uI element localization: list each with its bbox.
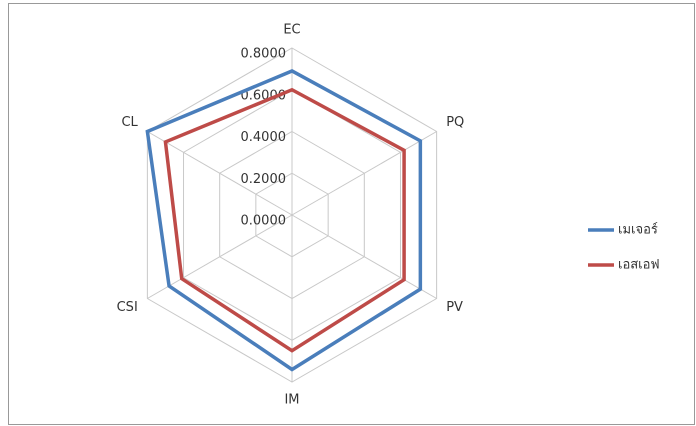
category-label: EC bbox=[283, 23, 300, 38]
legend-label: เมเจอร์ bbox=[618, 222, 658, 238]
r-tick-label: 0.8000 bbox=[241, 47, 287, 62]
legend-label: เอสเอฟ bbox=[618, 258, 660, 273]
r-tick-label: 0.0000 bbox=[241, 214, 287, 229]
chart: 0.00000.20000.40000.60000.8000ECPQPVIMCS… bbox=[0, 0, 696, 426]
chart-border bbox=[9, 4, 695, 425]
category-label: CSI bbox=[117, 300, 138, 315]
category-label: PV bbox=[446, 300, 463, 315]
r-tick-label: 0.4000 bbox=[241, 130, 287, 145]
category-label: CL bbox=[121, 115, 138, 130]
r-tick-label: 0.2000 bbox=[241, 172, 287, 187]
category-label: PQ bbox=[446, 115, 464, 130]
category-label: IM bbox=[284, 393, 299, 408]
